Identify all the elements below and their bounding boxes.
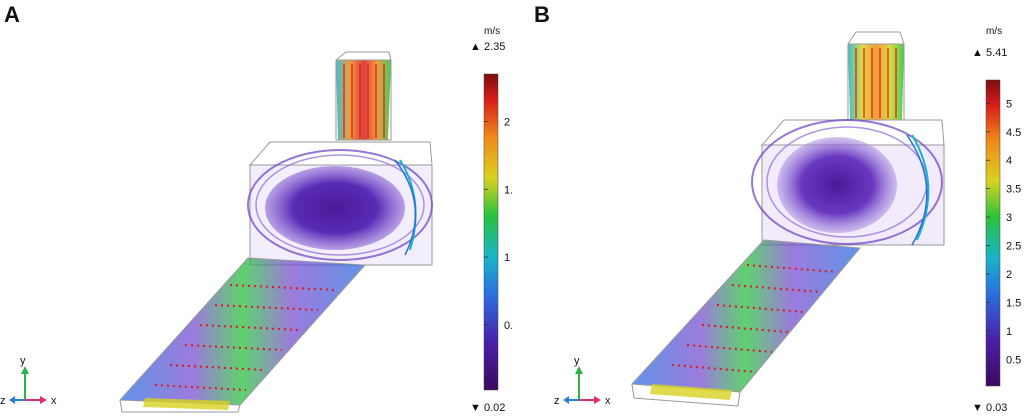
colorbar-tick-label: 3 (1006, 212, 1012, 224)
colorbar-ticks: 5 4.5 4 3.5 3 2.5 2 1.5 1 0.5 (986, 98, 1021, 366)
colorbar-tick-label: 2 (1006, 269, 1012, 281)
colorbar: m/s ▲ 5.41 5 4.5 4 3.5 3 2.5 2 1.5 1 0.5 ▼ 0.03 (972, 26, 1021, 414)
axis-triad: y z x (0, 355, 57, 407)
chamber-box (247, 141, 433, 266)
colorbar-tick-label: 1.5 (504, 184, 512, 196)
max-marker-icon: ▲ (972, 47, 983, 59)
colorbar-tick-label: 4 (1006, 155, 1012, 167)
colorbar-tick-label: 0.5 (504, 320, 512, 332)
colorbar-tick-label: 3.5 (1006, 184, 1021, 196)
axis-label-z: z (0, 395, 6, 407)
colorbar-tick-label: 5 (1006, 98, 1012, 110)
panel-a: A (0, 2, 512, 414)
colorbar-max-label: 2.35 (484, 41, 505, 53)
panel-letter: A (4, 2, 20, 27)
axis-label-x: x (605, 395, 611, 407)
axis-label-y: y (574, 355, 580, 367)
colorbar-min-label: 0.02 (484, 402, 505, 414)
flow-figure-a: m/s ▲ 2.35 2 1.5 1 0.5 ▼ 0.02 y z x (0, 26, 512, 414)
axis-triad: y z x (554, 355, 611, 407)
colorbar-tick-label: 0.5 (1006, 354, 1021, 366)
chamber-box (751, 119, 945, 246)
colorbar-tick-label: 2 (504, 116, 510, 128)
colorbar-tick-label: 1.5 (1006, 297, 1021, 309)
axis-label-x: x (51, 395, 57, 407)
max-marker-icon: ▲ (470, 41, 481, 53)
colorbar-ramp (483, 73, 499, 391)
chute (630, 239, 861, 407)
colorbar-unit: m/s (484, 26, 500, 37)
axis-label-z: z (554, 395, 560, 407)
min-marker-icon: ▼ (972, 402, 983, 414)
colorbar-ticks: 2 1.5 1 0.5 (484, 116, 512, 332)
colorbar-ramp (985, 79, 1001, 387)
panel-letter: B (534, 2, 550, 27)
colorbar-tick-label: 1 (504, 252, 510, 264)
colorbar-max-label: 5.41 (986, 47, 1007, 59)
inlet-pipe (335, 51, 392, 141)
colorbar-tick-label: 4.5 (1006, 127, 1021, 139)
flow-figure-b: m/s ▲ 5.41 5 4.5 4 3.5 3 2.5 2 1.5 1 0.5 ▼ 0.03 y… (554, 26, 1021, 414)
min-marker-icon: ▼ (470, 402, 481, 414)
colorbar-min-label: 0.03 (986, 402, 1007, 414)
colorbar: m/s ▲ 2.35 2 1.5 1 0.5 ▼ 0.02 (470, 26, 512, 414)
colorbar-tick-label: 2.5 (1006, 241, 1021, 253)
chute (118, 257, 367, 413)
colorbar-unit: m/s (986, 26, 1002, 37)
panel-b: B (512, 0, 1024, 418)
colorbar-tick-label: 1 (1006, 326, 1012, 338)
inlet-pipe (847, 31, 905, 121)
axis-label-y: y (20, 355, 26, 367)
